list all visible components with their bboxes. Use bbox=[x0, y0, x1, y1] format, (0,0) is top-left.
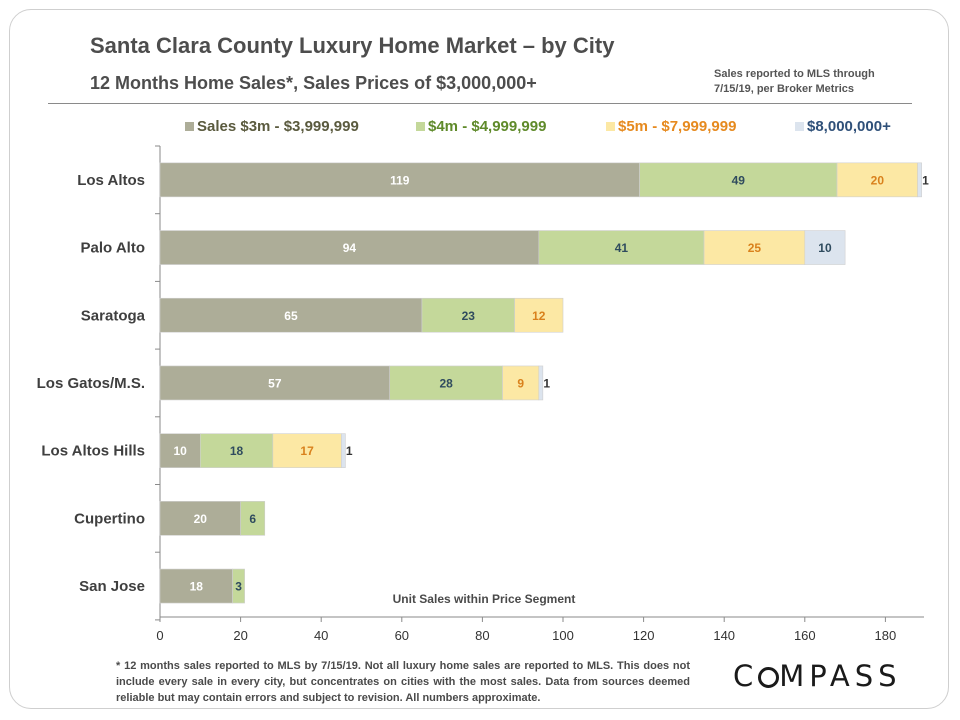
logo-o-ring bbox=[758, 667, 780, 688]
logo-suffix: MPASS bbox=[779, 659, 902, 693]
legend-label-8m: $8,000,000+ bbox=[807, 118, 891, 135]
legend-item-5m: $5m - $7,999,999 bbox=[606, 118, 736, 135]
chart-subtitle: 12 Months Home Sales*, Sales Prices of $… bbox=[90, 73, 537, 93]
logo-prefix: C bbox=[733, 659, 759, 693]
source-note: Sales reported to MLS through 7/15/19, p… bbox=[714, 67, 914, 97]
header-divider bbox=[48, 103, 912, 104]
chart-card bbox=[9, 9, 949, 709]
legend-label-4m: $4m - $4,999,999 bbox=[428, 118, 547, 135]
legend-swatch-5m bbox=[606, 122, 615, 131]
legend-item-8m: $8,000,000+ bbox=[795, 118, 891, 135]
legend-swatch-4m bbox=[416, 122, 425, 131]
legend-label-5m: $5m - $7,999,999 bbox=[618, 118, 737, 135]
source-note-line-1: Sales reported to MLS through bbox=[714, 68, 875, 80]
compass-logo: C MPASS bbox=[733, 659, 902, 693]
legend-item-4m: $4m - $4,999,999 bbox=[416, 118, 546, 135]
legend-label-3m: Sales $3m - $3,999,999 bbox=[197, 118, 359, 135]
legend-item-3m: Sales $3m - $3,999,999 bbox=[185, 118, 359, 135]
source-note-line-2: 7/15/19, per Broker Metrics bbox=[714, 83, 855, 95]
chart-title: Santa Clara County Luxury Home Market – … bbox=[90, 33, 615, 58]
legend-swatch-3m bbox=[185, 122, 194, 131]
legend-swatch-8m bbox=[795, 122, 804, 131]
footer-disclaimer: * 12 months sales reported to MLS by 7/1… bbox=[116, 660, 690, 704]
